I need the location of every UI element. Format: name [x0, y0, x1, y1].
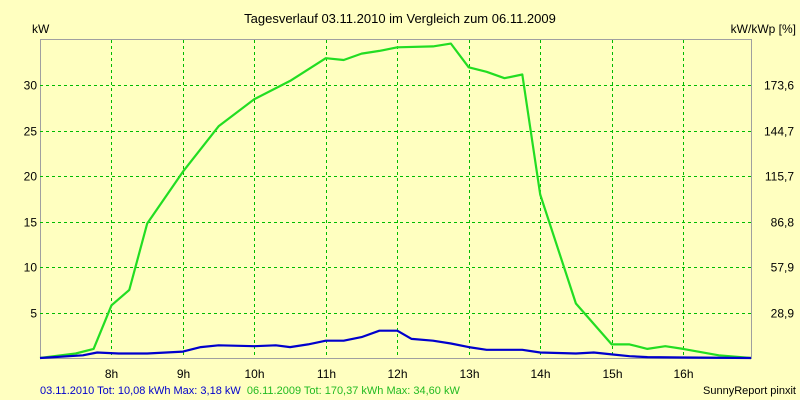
y-tick-label-right: 115,7	[765, 170, 794, 184]
y-tick-label-left: 25	[24, 125, 38, 139]
x-tick-label: 16h	[673, 367, 693, 381]
footer-blue-series: 03.11.2010 Tot: 10,08 kWh Max: 3,18 kW	[40, 385, 241, 397]
series-lines	[39, 42, 752, 360]
y-axis-left-label: kW	[32, 22, 50, 36]
y-tick-label-left: 20	[24, 170, 38, 184]
chart-title: Tagesverlauf 03.11.2010 im Vergleich zum…	[244, 11, 556, 26]
x-axis-ticks: 8h 9h 10h 11h 12h 13h 14h 15h 16h	[105, 367, 694, 381]
x-tick-label: 12h	[387, 367, 407, 381]
y-tick-label-right: 57,9	[771, 261, 795, 275]
y-axis-left-ticks: 5 10 15 20 25 30	[24, 79, 38, 321]
y-axis-right-label: kW/kWp [%]	[731, 22, 796, 36]
y-tick-label-left: 15	[24, 216, 38, 230]
footer-series-stats: 03.11.2010 Tot: 10,08 kWh Max: 3,18 kW 0…	[40, 385, 460, 397]
y-tick-label-left: 10	[24, 261, 38, 275]
footer-green-series: 06.11.2009 Tot: 170,37 kWh Max: 34,60 kW	[247, 385, 461, 397]
y-tick-label-right: 144,7	[764, 125, 794, 139]
x-tick-label: 10h	[244, 367, 264, 381]
y-tick-label-left: 5	[30, 307, 37, 321]
x-tick-label: 8h	[105, 367, 118, 381]
x-tick-label: 11h	[317, 367, 336, 381]
y-axis-right-ticks: 28,9 57,9 86,8 115,7 144,7 173,6	[764, 79, 794, 321]
y-tick-label-right: 28,9	[771, 307, 795, 321]
x-tick-label: 14h	[530, 367, 550, 381]
x-tick-label: 15h	[602, 367, 622, 381]
series-line-03.11.2010	[39, 329, 752, 360]
footer-credit: SunnyReport pinxit	[703, 385, 796, 397]
y-tick-label-right: 173,6	[764, 79, 794, 93]
y-tick-label-right: 86,8	[771, 216, 795, 230]
x-tick-label: 9h	[177, 367, 190, 381]
series-line-06.11.2009	[39, 42, 752, 360]
y-tick-label-left: 30	[24, 79, 38, 93]
plot-frame	[40, 39, 752, 359]
grid	[40, 40, 751, 358]
x-tick-label: 13h	[459, 367, 479, 381]
